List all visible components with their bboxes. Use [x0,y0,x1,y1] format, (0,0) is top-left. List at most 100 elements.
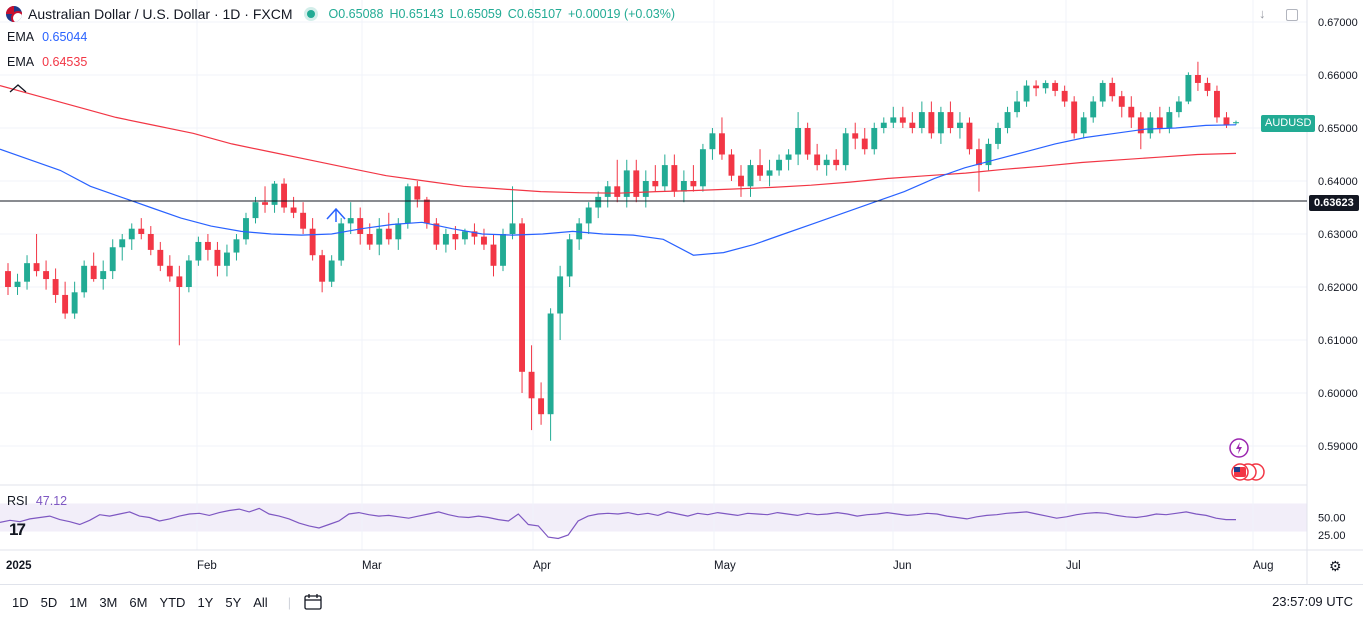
ohlc-close: C0.65107 [507,7,563,21]
candle-body [614,186,621,197]
time-tick-label: Aug [1253,560,1273,572]
candle-body [81,265,88,293]
time-tick-label: Jun [893,560,912,572]
candle-body [62,294,69,314]
rsi-label: RSI [7,494,28,508]
candle-body [33,263,40,272]
candle-body [357,218,364,234]
ema-fast-legend[interactable]: EMA 0.65044 [7,30,87,44]
candle-body [319,255,326,282]
range-button-1m[interactable]: 1M [69,594,88,610]
candle-body [738,175,744,187]
rsi-band [0,503,1307,532]
fullscreen-icon[interactable] [1286,9,1298,21]
rsi-line [0,507,1236,540]
tradingview-logo-icon[interactable]: 17 [9,520,26,539]
candle-body [909,122,916,128]
chevron-up-icon[interactable] [9,84,27,93]
candle-body [119,239,126,248]
ema-slow-line [0,85,1237,194]
candle-body [747,165,754,187]
candle-body [461,231,468,240]
range-button-1d[interactable]: 1D [12,594,29,610]
candle-body [52,279,59,295]
candle-body [404,186,411,224]
range-button-all[interactable]: All [253,594,268,610]
candle-body [995,128,1001,144]
time-tick-label: May [714,560,736,572]
candle-body [842,133,849,166]
time-tick-label: Mar [362,560,382,572]
price-tick-label: 0.60000 [1318,388,1358,400]
ohlc-high: H0.65143 [389,7,444,21]
candle-body [347,218,354,224]
candle-body [509,223,516,234]
candle-body [680,181,687,192]
range-button-6m[interactable]: 6M [129,594,148,610]
candle-body [1042,82,1049,89]
range-button-ytd[interactable]: YTD [159,594,186,610]
utc-clock[interactable]: 23:57:09 UTC [1272,594,1353,609]
candle-body [966,122,973,150]
candle-body [1109,82,1116,97]
candle-body [871,128,878,150]
candle-body [661,165,668,187]
calendar-range-icon[interactable] [303,593,323,611]
candle-body [899,117,906,123]
rsi-value: 47.12 [35,494,68,508]
range-button-5d[interactable]: 5D [40,594,58,610]
candle-body [442,234,449,245]
candle-body [1204,82,1211,91]
candle-body [804,128,811,155]
candle-body [185,260,192,287]
price-tick-label: 0.61000 [1318,335,1358,347]
range-button-3m[interactable]: 3M [99,594,118,610]
candle-body [928,112,935,134]
candle-body [14,281,21,287]
candle-body [1156,117,1163,128]
lightning-event-icon[interactable] [1228,437,1250,459]
candle-body [109,247,116,272]
candle-body [24,263,30,282]
candle-body [252,202,259,219]
candle-body [395,223,402,240]
gear-icon[interactable]: ⚙ [1329,558,1342,574]
candle-body [1175,101,1182,113]
candle-body [1185,75,1192,102]
symbol-title[interactable]: Australian Dollar / U.S. Dollar · 1D · F… [28,6,293,22]
candle-body [1137,117,1144,134]
price-tick-label: 0.59000 [1318,441,1358,453]
candle-body [423,199,430,224]
candle-body [233,239,240,253]
arrow-down-icon[interactable]: ↓ [1259,6,1266,21]
candle-body [528,371,535,399]
chart-canvas[interactable]: 0.67000 0.66000 0.65000 0.64000 0.63000 0.620… [0,0,1363,584]
price-tick-label: 0.67000 [1318,17,1358,29]
candle-body [128,228,135,240]
rsi-legend[interactable]: RSI 47.12 [7,494,67,508]
candle-body [500,234,506,266]
range-button-5y[interactable]: 5Y [225,594,242,610]
candle-body [719,133,725,155]
ohlc-open: O0.65088 [328,7,384,21]
price-tick-label: 0.62000 [1318,282,1358,294]
candle-body [1118,96,1125,107]
candle-body [243,218,249,240]
toolbar-divider: | [287,594,292,610]
us-economic-events-icon[interactable] [1226,462,1266,482]
candle-body [776,159,783,171]
candle-body [918,112,925,128]
ema-slow-legend[interactable]: EMA 0.64535 [7,55,87,69]
candle-body [709,133,716,150]
candle-body [585,207,592,224]
ohlc-change: +0.00019 (+0.03%) [568,7,676,21]
range-button-1y[interactable]: 1Y [197,594,214,610]
rsi-pane [0,485,1307,550]
candle-body [214,249,221,266]
candle-body [1080,117,1087,134]
candle-body [852,133,859,139]
candle-body [262,202,268,205]
candle-body [947,112,954,128]
candle-body [671,165,678,192]
ema-fast-line [0,124,1237,256]
